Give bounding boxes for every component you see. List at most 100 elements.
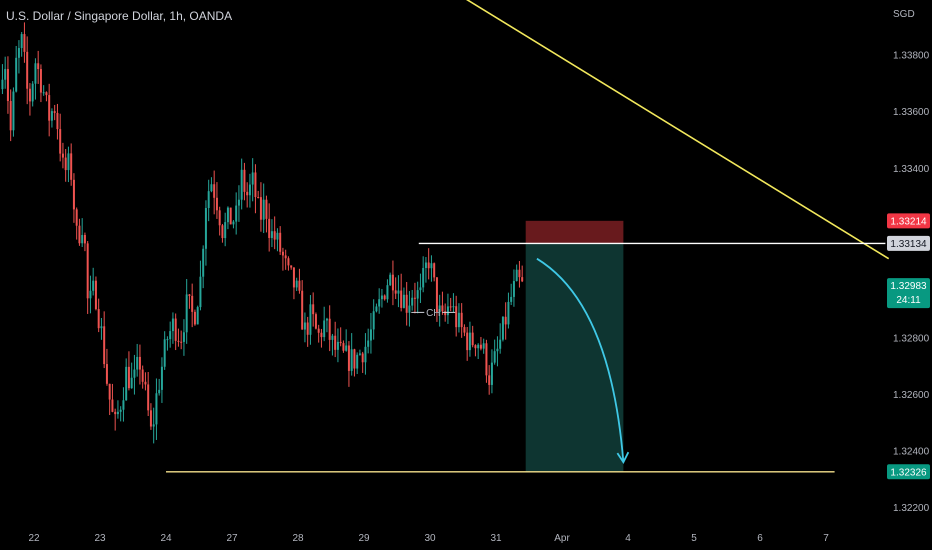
candle-body [78, 225, 81, 244]
candle-body [86, 243, 89, 299]
candle-body [353, 349, 356, 369]
candle-body [31, 83, 34, 102]
candle-body [6, 69, 9, 102]
candle-body [504, 316, 507, 325]
candle-body [339, 341, 342, 344]
candle-body [463, 327, 466, 333]
candle-body [488, 375, 491, 385]
candle-body [229, 207, 232, 225]
candle-body [499, 339, 502, 349]
last-price-badge-countdown: 24:11 [896, 295, 921, 306]
candle-body [180, 341, 183, 343]
candle-body [303, 322, 306, 330]
candle-body [218, 210, 221, 226]
last-price-badge-label: 1.32983 [890, 281, 927, 292]
x-tick-label: 22 [28, 533, 40, 544]
candle-body [72, 179, 75, 210]
candle-body [345, 345, 348, 351]
candle-body [350, 349, 353, 371]
axis-currency: SGD [893, 9, 915, 20]
candle-body [215, 197, 218, 211]
take-profit-zone[interactable] [525, 243, 624, 472]
candle-body [435, 277, 438, 313]
candle-body [323, 320, 326, 338]
candle-body [191, 295, 194, 312]
candle-body [226, 207, 229, 223]
candle-body [149, 410, 152, 427]
candle-body [48, 95, 51, 121]
candle-body [455, 306, 458, 328]
candle-body [281, 251, 284, 256]
candle-body [424, 262, 427, 269]
candle-body [133, 369, 136, 378]
candle-body [438, 305, 441, 313]
candle-body [177, 340, 180, 342]
projection-arrow[interactable] [536, 257, 625, 463]
x-tick-label: 29 [358, 533, 370, 544]
candle-body [111, 399, 114, 412]
candle-body [268, 218, 271, 238]
descending-trendline[interactable] [410, 0, 890, 260]
candle-body [53, 111, 56, 113]
candle-body [185, 294, 188, 333]
candle-body [199, 276, 202, 308]
resistance-level-badge-label: 1.33134 [890, 239, 927, 250]
candle-body [336, 341, 339, 350]
candle-body [155, 393, 158, 425]
candle-body [501, 316, 504, 340]
projection-arrowhead [616, 451, 630, 464]
candle-body [334, 335, 337, 350]
candle-body [405, 294, 408, 313]
candle-body [372, 311, 375, 330]
candle-body [56, 112, 59, 130]
candle-body [125, 366, 128, 401]
candle-body [273, 231, 276, 240]
candle-body [301, 290, 304, 330]
candle-body [224, 222, 227, 239]
candles [1, 22, 524, 444]
candle-body [369, 329, 372, 341]
candle-body [45, 92, 48, 96]
candle-body [213, 184, 216, 198]
candle-body [130, 377, 133, 389]
candle-body [287, 258, 290, 266]
candle-body [471, 332, 474, 346]
candle-body [279, 232, 282, 252]
candle-body [81, 235, 84, 244]
candle-body [367, 340, 370, 347]
candle-body [358, 353, 361, 355]
candle-body [325, 318, 328, 321]
candle-body [518, 269, 521, 278]
candle-body [485, 343, 488, 376]
candle-body [254, 172, 257, 198]
candle-body [243, 169, 246, 192]
ch-label: CH [426, 308, 440, 319]
candle-body [314, 314, 317, 329]
candle-body [328, 318, 331, 340]
candle-body [174, 318, 177, 341]
candle-body [12, 91, 15, 131]
support-level-badge-label: 1.32326 [890, 467, 927, 478]
candle-body [375, 306, 378, 312]
candle-body [262, 199, 265, 220]
candle-body [408, 305, 411, 313]
candle-body [116, 411, 119, 415]
candle-body [70, 153, 73, 180]
candle-body [317, 328, 320, 333]
x-tick-label: 31 [490, 533, 502, 544]
candle-body [42, 92, 45, 94]
candle-body [309, 304, 312, 335]
candle-body [298, 280, 301, 291]
candle-body [61, 153, 64, 158]
candle-body [232, 221, 235, 225]
candle-body [413, 297, 416, 299]
candle-body [207, 191, 210, 209]
stop-loss-zone[interactable] [525, 220, 624, 244]
candle-body [292, 267, 295, 288]
candle-body [507, 301, 510, 325]
candle-body [182, 332, 185, 342]
candle-body [397, 290, 400, 294]
candle-body [9, 101, 12, 131]
